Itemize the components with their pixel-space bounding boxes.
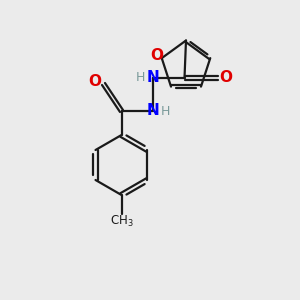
Text: N: N [147,70,159,86]
Text: CH$_3$: CH$_3$ [110,214,133,229]
Text: O: O [88,74,102,89]
Text: H: H [161,105,170,118]
Text: H: H [136,71,145,84]
Text: N: N [147,103,159,118]
Text: O: O [219,70,232,86]
Text: O: O [151,48,164,63]
